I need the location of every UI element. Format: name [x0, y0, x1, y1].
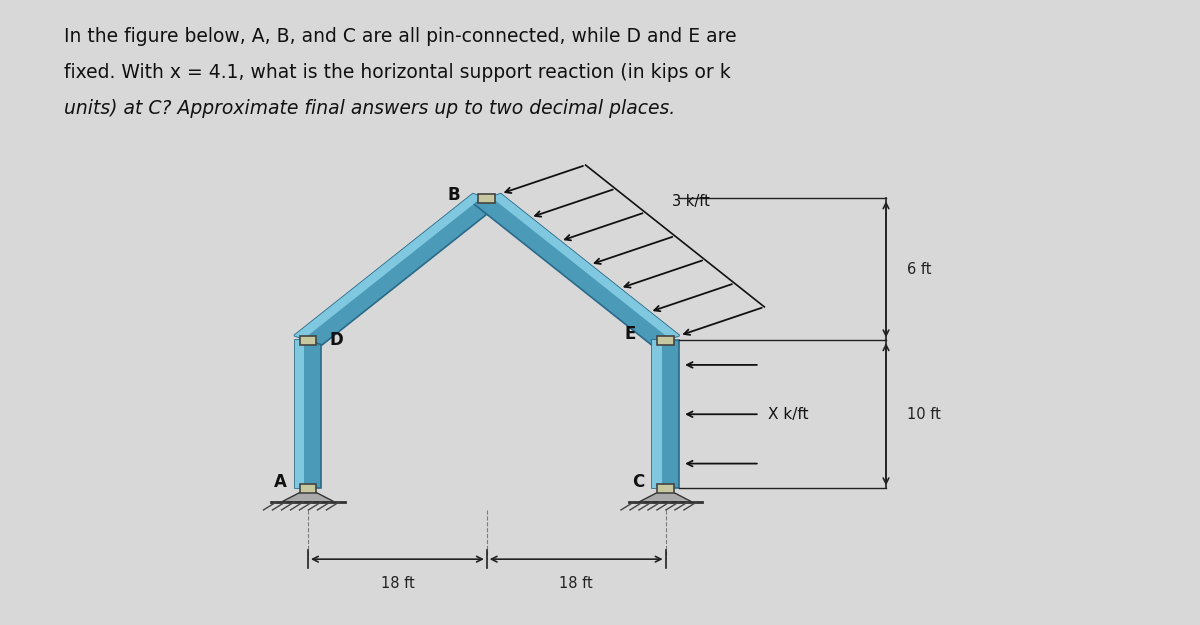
Polygon shape [295, 340, 322, 488]
Bar [479, 194, 496, 202]
Bar [658, 484, 674, 492]
Bar [658, 336, 674, 344]
Text: B: B [448, 186, 461, 204]
Polygon shape [640, 488, 691, 502]
Text: fixed. With x = 4.1, what is the horizontal support reaction (in kips or k: fixed. With x = 4.1, what is the horizon… [64, 62, 731, 82]
Text: X k/ft: X k/ft [768, 407, 809, 422]
Text: A: A [274, 473, 287, 491]
Polygon shape [282, 488, 335, 502]
Polygon shape [294, 194, 482, 339]
Text: D: D [330, 331, 343, 349]
Bar [300, 484, 317, 492]
Text: 18 ft: 18 ft [559, 576, 593, 591]
Text: In the figure below, A, B, and C are all pin-connected, while D and E are: In the figure below, A, B, and C are all… [64, 27, 737, 46]
Text: C: C [632, 473, 644, 491]
Text: 3 k/ft: 3 k/ft [672, 194, 709, 209]
Polygon shape [653, 340, 679, 488]
Text: units) at C? Approximate final answers up to two decimal places.: units) at C? Approximate final answers u… [64, 99, 674, 118]
Text: 6 ft: 6 ft [907, 262, 932, 277]
Text: 10 ft: 10 ft [907, 407, 941, 422]
Polygon shape [295, 340, 304, 488]
Text: E: E [624, 325, 636, 343]
Polygon shape [294, 194, 500, 345]
Polygon shape [491, 194, 679, 339]
Text: 18 ft: 18 ft [380, 576, 414, 591]
Polygon shape [653, 340, 661, 488]
Bar [300, 336, 317, 344]
Polygon shape [473, 194, 679, 345]
